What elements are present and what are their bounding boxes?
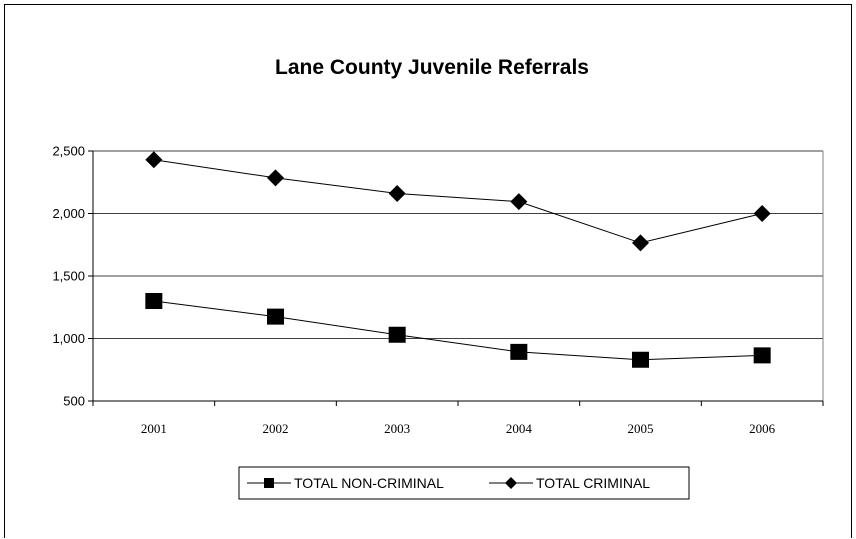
x-tick-label: 2006 [749,421,776,436]
series-non-criminal [145,293,771,368]
x-tick-label: 2005 [628,421,654,436]
data-point [145,293,163,309]
y-tick-label: 2,500 [52,144,85,159]
data-point [145,151,163,169]
series-criminal [145,151,771,252]
legend-square-marker [264,478,274,488]
data-point [632,234,649,252]
y-tick-label: 500 [63,394,85,409]
line-chart: Lane County Juvenile Referrals 500 1,000 1… [52,56,824,500]
data-point [753,347,771,364]
axes: 500 1,000 1,500 2,000 2,500 2001 2002 2003 2004 2… [52,144,824,436]
legend-diamond-marker [505,477,517,489]
x-tick-label: 2002 [263,421,289,436]
data-point [388,185,406,202]
series [145,151,771,368]
x-tick-label: 2001 [141,421,167,436]
y-tick-label: 1,000 [52,331,85,346]
chart-frame: Lane County Juvenile Referrals 500 1,000 1… [4,4,852,538]
legend: TOTAL NON-CRIMINAL TOTAL CRIMINAL [238,466,690,500]
series-line [153,159,763,244]
series-line [153,300,763,361]
gridlines [93,150,823,339]
data-point [753,205,771,222]
data-point [267,169,284,187]
data-point [510,343,528,360]
legend-entry: TOTAL NON-CRIMINAL [247,475,444,491]
x-tick-label: 2003 [384,421,410,436]
legend-box [238,466,690,500]
y-tick-label: 1,500 [52,269,85,284]
legend-label: TOTAL NON-CRIMINAL [294,475,444,491]
legend-label: TOTAL CRIMINAL [536,475,650,491]
chart-title: Lane County Juvenile Referrals [275,56,589,79]
data-point [510,193,528,211]
data-point [267,308,284,325]
y-tick-label: 2,000 [52,206,85,221]
data-point [388,326,406,343]
legend-entry: TOTAL CRIMINAL [489,475,650,491]
data-point [632,351,649,368]
x-tick-label: 2004 [506,421,533,436]
